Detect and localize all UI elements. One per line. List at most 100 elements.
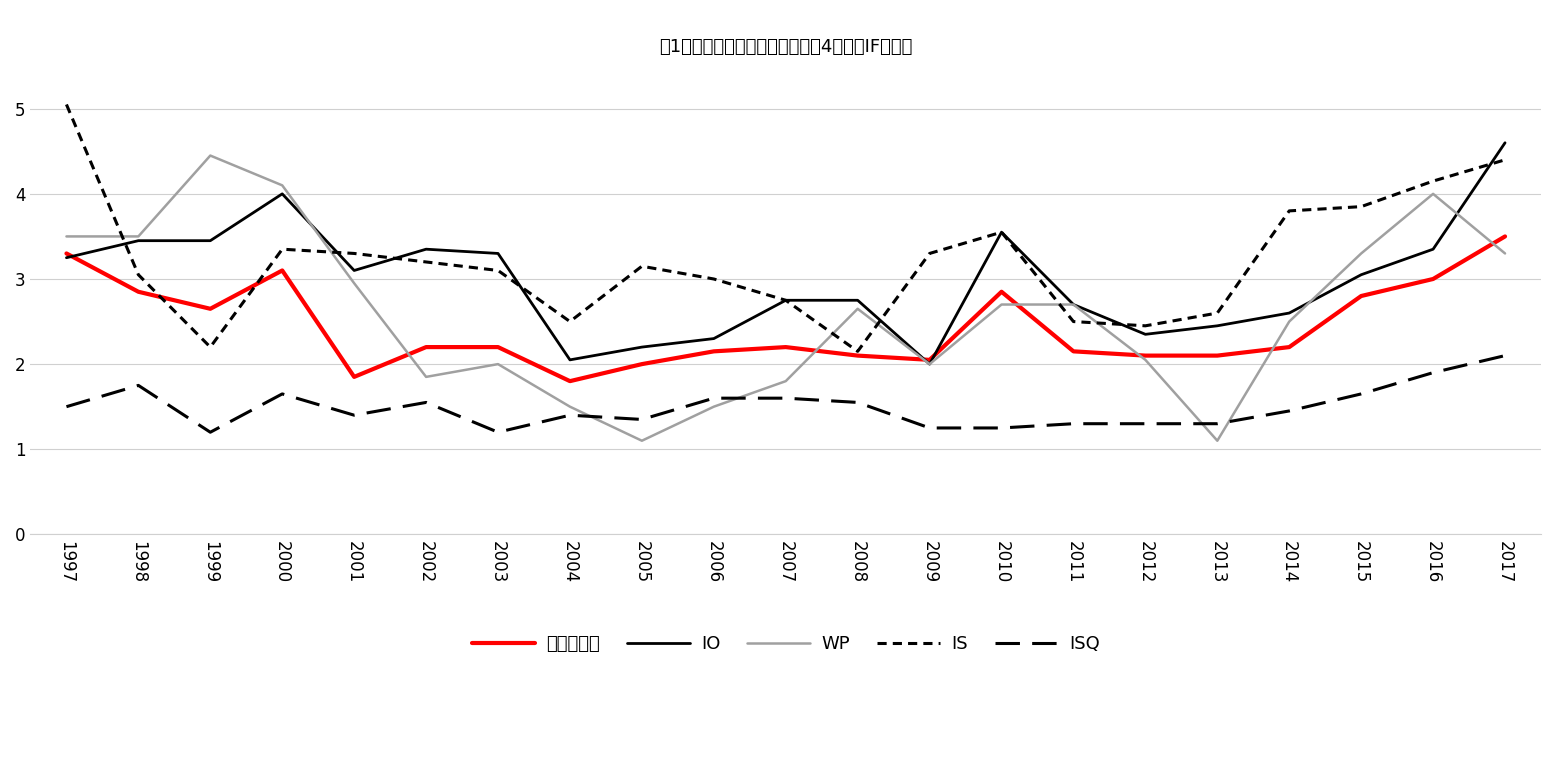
- WP: [58, 232, 76, 241]
- IO: [1281, 308, 1299, 317]
- IO: [1136, 330, 1155, 339]
- WP: [1064, 300, 1083, 309]
- WP: [129, 232, 148, 241]
- IS: [201, 342, 219, 352]
- IO: [489, 249, 507, 258]
- ISQ: [705, 393, 724, 403]
- IS: [1352, 202, 1371, 211]
- 米国系４誌: [1207, 351, 1226, 360]
- 米国系４誌: [201, 304, 219, 314]
- WP: [1495, 249, 1514, 258]
- 米国系４誌: [633, 359, 652, 369]
- ISQ: [1424, 368, 1442, 377]
- WP: [417, 372, 436, 382]
- IO: [1424, 244, 1442, 254]
- WP: [993, 300, 1011, 309]
- IS: [560, 317, 579, 326]
- IO: [1495, 138, 1514, 147]
- Line: IO: IO: [67, 143, 1505, 364]
- WP: [1281, 317, 1299, 326]
- IS: [993, 227, 1011, 237]
- IS: [848, 347, 867, 356]
- 米国系４誌: [1136, 351, 1155, 360]
- 米国系４誌: [129, 287, 148, 296]
- 米国系４誌: [1064, 347, 1083, 356]
- IS: [633, 262, 652, 271]
- Title: 図1　主要な米国系ジャーナル（4誌）のIFの推移: 図1 主要な米国系ジャーナル（4誌）のIFの推移: [660, 38, 912, 57]
- IO: [848, 296, 867, 305]
- ISQ: [345, 411, 364, 420]
- ISQ: [58, 402, 76, 411]
- IS: [1207, 308, 1226, 317]
- 米国系４誌: [776, 342, 795, 352]
- 米国系４誌: [345, 372, 364, 382]
- IS: [1495, 155, 1514, 165]
- 米国系４誌: [1352, 291, 1371, 300]
- WP: [201, 151, 219, 160]
- ISQ: [993, 423, 1011, 432]
- IS: [417, 258, 436, 267]
- 米国系４誌: [848, 351, 867, 360]
- IO: [129, 236, 148, 245]
- IO: [705, 334, 724, 343]
- IO: [920, 359, 938, 369]
- WP: [1352, 249, 1371, 258]
- ISQ: [1064, 419, 1083, 428]
- IS: [1424, 176, 1442, 185]
- ISQ: [417, 398, 436, 407]
- IS: [705, 275, 724, 284]
- 米国系４誌: [993, 287, 1011, 296]
- 米国系４誌: [58, 249, 76, 258]
- ISQ: [1352, 390, 1371, 399]
- 米国系４誌: [1424, 275, 1442, 284]
- ISQ: [201, 428, 219, 437]
- IO: [1064, 300, 1083, 309]
- 米国系４誌: [1495, 232, 1514, 241]
- Line: IS: IS: [67, 105, 1505, 352]
- WP: [776, 376, 795, 386]
- WP: [560, 402, 579, 411]
- WP: [489, 359, 507, 369]
- IS: [1136, 321, 1155, 331]
- ISQ: [633, 415, 652, 424]
- ISQ: [129, 381, 148, 390]
- IS: [489, 266, 507, 275]
- IO: [345, 266, 364, 275]
- WP: [1136, 355, 1155, 365]
- IO: [272, 189, 291, 199]
- IS: [272, 244, 291, 254]
- WP: [705, 402, 724, 411]
- 米国系４誌: [705, 347, 724, 356]
- 米国系４誌: [1281, 342, 1299, 352]
- ISQ: [776, 393, 795, 403]
- ISQ: [1495, 351, 1514, 360]
- ISQ: [272, 390, 291, 399]
- WP: [345, 279, 364, 288]
- IO: [993, 227, 1011, 237]
- IS: [920, 249, 938, 258]
- IS: [1064, 317, 1083, 326]
- 米国系４誌: [920, 355, 938, 365]
- Line: WP: WP: [67, 155, 1505, 441]
- WP: [1207, 436, 1226, 445]
- IO: [1207, 321, 1226, 331]
- 米国系４誌: [272, 266, 291, 275]
- ISQ: [848, 398, 867, 407]
- Legend: 米国系４誌, IO, WP, IS, ISQ: 米国系４誌, IO, WP, IS, ISQ: [465, 628, 1106, 660]
- WP: [272, 181, 291, 190]
- IO: [560, 355, 579, 365]
- WP: [848, 304, 867, 314]
- IS: [345, 249, 364, 258]
- ISQ: [489, 428, 507, 437]
- IO: [633, 342, 652, 352]
- 米国系４誌: [489, 342, 507, 352]
- WP: [1424, 189, 1442, 199]
- 米国系４誌: [417, 342, 436, 352]
- IO: [776, 296, 795, 305]
- IS: [58, 100, 76, 109]
- WP: [920, 359, 938, 369]
- IS: [1281, 206, 1299, 216]
- 米国系４誌: [560, 376, 579, 386]
- ISQ: [1207, 419, 1226, 428]
- ISQ: [1136, 419, 1155, 428]
